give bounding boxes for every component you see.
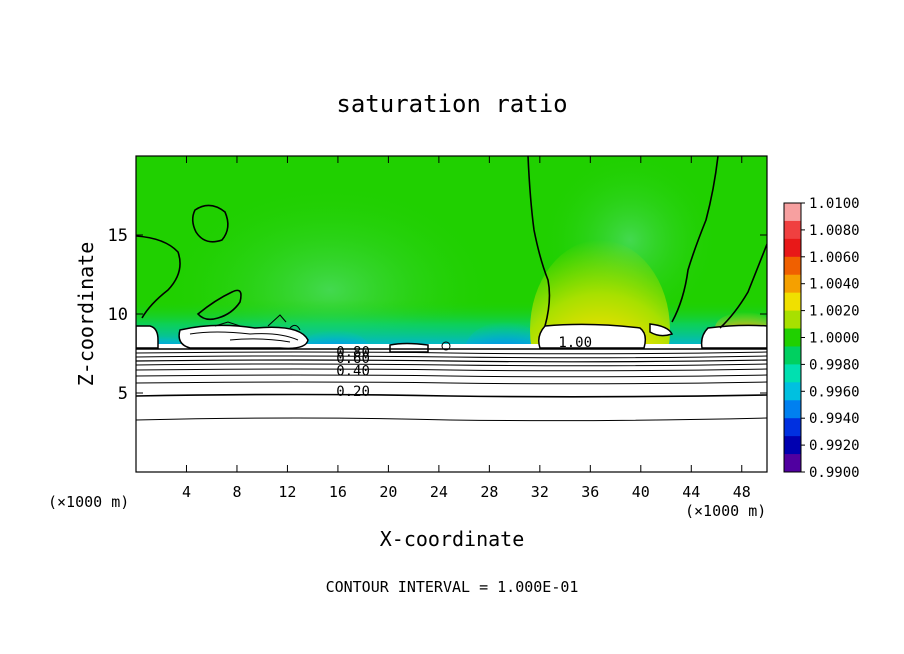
colorbar-swatch bbox=[784, 203, 801, 222]
contour-label: 1.00 bbox=[558, 335, 592, 351]
y-axis-label: Z-coordinate bbox=[74, 242, 98, 387]
colorbar-swatch bbox=[784, 400, 801, 419]
colorbar-swatch bbox=[784, 238, 801, 258]
colorbar-tick-label: 1.0020 bbox=[809, 304, 860, 320]
x-tick-label: 32 bbox=[531, 483, 549, 501]
contour-label: 0.40 bbox=[336, 364, 370, 380]
colorbar-tick-label: 1.0100 bbox=[809, 196, 860, 212]
x-unit-right: (×1000 m) bbox=[685, 502, 766, 520]
colorbar-tick-label: 0.9900 bbox=[809, 465, 860, 481]
x-tick-label: 8 bbox=[232, 483, 241, 501]
colorbar-tick-label: 1.0000 bbox=[809, 331, 860, 347]
colorbar-swatch bbox=[784, 436, 801, 455]
x-tick-label: 20 bbox=[379, 483, 397, 501]
contour-labels: 0.800.600.40 0.20 1.00 bbox=[336, 335, 592, 400]
colorbar-tick-label: 0.9980 bbox=[809, 357, 860, 373]
contour-interval-note: CONTOUR INTERVAL = 1.000E-01 bbox=[326, 578, 579, 596]
x-tick-label: 48 bbox=[733, 483, 751, 501]
y-tick-label: 5 bbox=[118, 384, 128, 404]
chart-title: saturation ratio bbox=[336, 90, 567, 118]
x-tick-label: 16 bbox=[329, 483, 347, 501]
x-tick-label: 28 bbox=[480, 483, 498, 501]
colorbar-tick-label: 1.0080 bbox=[809, 223, 860, 239]
cloud-inner-contours bbox=[189, 314, 451, 351]
colorbar-swatch bbox=[784, 310, 801, 330]
contour-label: 0.20 bbox=[336, 384, 370, 400]
x-tick-label: 36 bbox=[581, 483, 599, 501]
colorbar-tick-label: 1.0040 bbox=[809, 277, 860, 293]
colorbar-swatch bbox=[784, 346, 801, 365]
x-axis: 4 8 12 16 20 24 28 32 36 40 44 48 bbox=[182, 156, 751, 501]
plot-area: 0.800.600.40 0.20 1.00 bbox=[136, 156, 767, 472]
colorbar-tick-label: 1.0060 bbox=[809, 250, 860, 266]
colorbar-swatch bbox=[784, 364, 801, 383]
colorbar-swatch bbox=[784, 418, 801, 437]
contour-label: 0.60 bbox=[336, 351, 370, 367]
x-tick-label: 40 bbox=[632, 483, 650, 501]
colorbar-tick-label: 0.9940 bbox=[809, 411, 860, 427]
contour-label: 0.80 bbox=[336, 345, 370, 361]
colorbar-tick-label: 0.9920 bbox=[809, 438, 860, 454]
colorbar-swatch bbox=[784, 454, 801, 473]
x-tick-label: 12 bbox=[278, 483, 296, 501]
y-tick-label: 10 bbox=[108, 305, 128, 325]
colorbar-swatch bbox=[784, 328, 801, 347]
colorbar-swatch bbox=[784, 256, 801, 276]
colorbar-swatch bbox=[784, 292, 801, 312]
x-unit-left: (×1000 m) bbox=[48, 493, 129, 511]
colorbar-swatch bbox=[784, 220, 801, 240]
saturation-contours bbox=[136, 156, 767, 329]
x-axis-label: X-coordinate bbox=[380, 527, 525, 551]
stratified-contours bbox=[136, 348, 767, 422]
white-region bbox=[136, 344, 767, 472]
y-tick-label: 15 bbox=[108, 226, 128, 246]
colorbar-tick-label: 0.9960 bbox=[809, 384, 860, 400]
colorbar-swatch bbox=[784, 382, 801, 401]
x-tick-label: 24 bbox=[430, 483, 448, 501]
colorbar-swatch bbox=[784, 274, 801, 294]
cloud-blocks bbox=[136, 323, 767, 353]
y-axis: 5 10 15 bbox=[108, 226, 767, 404]
x-tick-label: 4 bbox=[182, 483, 191, 501]
x-tick-label: 44 bbox=[682, 483, 700, 501]
colorbar: 1.0100 1.0080 1.0060 1.0040 1.0020 1.0000 0.99… bbox=[783, 196, 860, 481]
